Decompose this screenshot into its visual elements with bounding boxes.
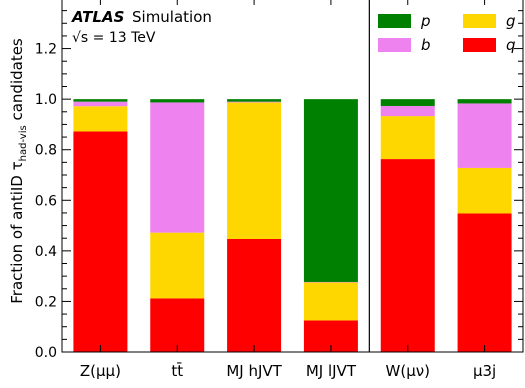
legend-swatch-p bbox=[378, 14, 411, 28]
y-tick-label: 0.0 bbox=[35, 345, 57, 361]
legend-label-g: g bbox=[506, 12, 516, 30]
y-tick-label: 0.2 bbox=[35, 294, 57, 310]
bar-q-1 bbox=[150, 298, 205, 352]
bar-b-0 bbox=[73, 101, 128, 107]
atlas-experiment-label: ATLAS bbox=[71, 8, 124, 26]
plot-frame bbox=[61, 0, 524, 353]
x-tick-label: μ3j bbox=[473, 362, 496, 380]
bar-b-3 bbox=[303, 281, 358, 283]
bar-p-2 bbox=[227, 99, 282, 102]
y-tick-label: 0.4 bbox=[35, 244, 57, 260]
bar-g-4 bbox=[380, 116, 435, 160]
legend: p g b q bbox=[378, 12, 516, 54]
y-axis-label: Fraction of antiID τhad-vis candidates bbox=[8, 38, 29, 304]
bars-layer bbox=[73, 99, 512, 352]
bar-g-1 bbox=[150, 232, 205, 299]
bar-b-2 bbox=[227, 101, 282, 103]
y-tick-label: 1.2 bbox=[35, 42, 57, 58]
legend-swatch-g bbox=[463, 14, 496, 28]
bar-p-1 bbox=[150, 99, 205, 103]
legend-label-q: q bbox=[506, 36, 516, 54]
bar-b-5 bbox=[457, 103, 512, 168]
x-tick-label: W(μν) bbox=[386, 362, 430, 380]
simulation-label: Simulation bbox=[132, 8, 212, 26]
bar-q-5 bbox=[457, 213, 512, 352]
legend-swatch-b bbox=[378, 38, 411, 52]
bar-b-1 bbox=[150, 102, 205, 233]
y-tick-label: 0.8 bbox=[35, 143, 57, 159]
energy-label: √s = 13 TeV bbox=[72, 30, 156, 46]
ticks-layer: Z(μμ) tt̄ MJ hJVT MJ lJVT W(μν) μ3j 0.0 0.2 0.4 0… bbox=[35, 0, 523, 380]
bar-p-5 bbox=[457, 99, 512, 104]
legend-label-p: p bbox=[420, 12, 431, 30]
atlas-label-block: ATLAS Simulation √s = 13 TeV bbox=[71, 8, 212, 46]
y-tick-label: 0.6 bbox=[35, 193, 57, 209]
bar-g-3 bbox=[303, 282, 358, 321]
bar-p-0 bbox=[73, 99, 128, 102]
x-tick-label: tt̄ bbox=[171, 361, 183, 380]
bar-q-0 bbox=[73, 131, 128, 352]
bar-g-5 bbox=[457, 167, 512, 214]
legend-label-b: b bbox=[421, 36, 431, 54]
bar-p-4 bbox=[380, 99, 435, 106]
bar-q-2 bbox=[227, 238, 282, 352]
x-tick-label: MJ lJVT bbox=[306, 362, 357, 380]
bar-g-0 bbox=[73, 106, 128, 132]
legend-swatch-q bbox=[463, 38, 496, 52]
bar-q-4 bbox=[380, 159, 435, 352]
bar-g-2 bbox=[227, 102, 282, 239]
y-tick-label: 1.0 bbox=[35, 92, 57, 108]
bar-p-3 bbox=[303, 99, 358, 282]
bar-b-4 bbox=[380, 105, 435, 117]
x-tick-label: Z(μμ) bbox=[80, 362, 121, 380]
x-tick-label: MJ hJVT bbox=[226, 362, 282, 380]
